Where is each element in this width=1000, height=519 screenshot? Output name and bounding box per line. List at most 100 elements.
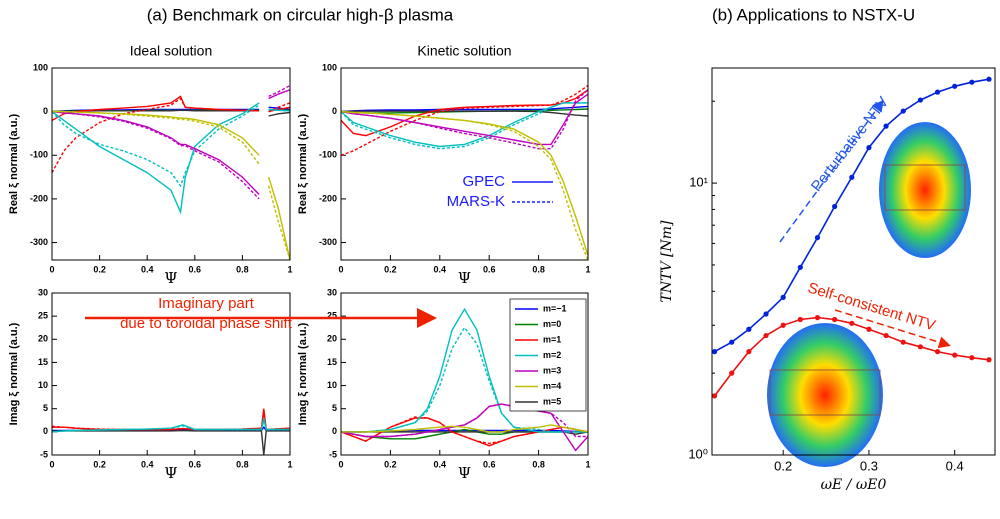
series-line bbox=[341, 102, 588, 150]
x-tick-label: 0.4 bbox=[946, 458, 964, 473]
y-axis-label: Real ξ normal (a.u.) bbox=[297, 114, 309, 215]
y-tick-label: -200 bbox=[319, 193, 337, 203]
data-point bbox=[952, 83, 958, 89]
series-line bbox=[52, 97, 290, 174]
data-point bbox=[780, 294, 786, 300]
x-tick-label: 0.8 bbox=[236, 264, 249, 274]
y-axis-label: Imag ξ normal (a.u.) bbox=[8, 322, 20, 425]
data-point bbox=[814, 235, 821, 241]
data-point bbox=[746, 326, 752, 332]
y-tick-label: 15 bbox=[38, 357, 48, 367]
axes-frame bbox=[51, 292, 291, 456]
series-line bbox=[52, 417, 290, 433]
x-tick-label: 0.8 bbox=[236, 459, 249, 469]
y-tick-label: 10⁰ bbox=[688, 446, 708, 461]
series-line bbox=[341, 403, 588, 438]
data-point bbox=[917, 97, 923, 103]
x-tick-label: 0.2 bbox=[384, 264, 397, 274]
subplot-title: Ideal solution bbox=[130, 43, 213, 59]
x-axis-label: Ψ bbox=[164, 269, 177, 287]
plot-area bbox=[712, 76, 992, 399]
x-tick-label: 0.2 bbox=[384, 459, 397, 469]
series-line bbox=[341, 110, 588, 260]
y-tick-label: 0 bbox=[43, 426, 48, 436]
y-tick-label: -100 bbox=[30, 150, 48, 160]
data-point bbox=[729, 339, 735, 345]
x-tick-label: 0.4 bbox=[434, 459, 447, 469]
y-tick-label: -100 bbox=[319, 150, 337, 160]
x-axis-label: Ψ bbox=[164, 464, 177, 482]
x-tick-label: 1 bbox=[287, 459, 292, 469]
y-tick-label: -5 bbox=[329, 449, 337, 459]
torus-image bbox=[879, 122, 971, 258]
x-tick-label: 0 bbox=[338, 264, 343, 274]
x-tick-label: 0.6 bbox=[483, 459, 496, 469]
legend-label: m=1 bbox=[543, 334, 561, 344]
y-tick-label: 25 bbox=[38, 311, 48, 321]
data-point bbox=[832, 316, 838, 323]
subplot-title: Kinetic solution bbox=[417, 43, 511, 59]
y-tick-label: 20 bbox=[38, 334, 48, 344]
axes-frame bbox=[51, 67, 291, 261]
series-line bbox=[341, 89, 588, 150]
series-line bbox=[341, 105, 588, 113]
x-tick-label: 0 bbox=[338, 459, 343, 469]
series-line bbox=[341, 416, 588, 445]
x-tick-label: 0.4 bbox=[434, 264, 447, 274]
x-tick-label: 0 bbox=[49, 264, 54, 274]
x-tick-label: 0.6 bbox=[189, 264, 202, 274]
data-point bbox=[883, 123, 889, 129]
y-tick-label: -200 bbox=[30, 193, 48, 203]
data-point bbox=[866, 326, 872, 332]
legend-label: MARS-K bbox=[447, 193, 505, 210]
legend-label: m=3 bbox=[543, 365, 561, 375]
y-tick-label: 0 bbox=[43, 106, 48, 116]
y-tick-label: 0 bbox=[332, 106, 337, 116]
annotation-arrow bbox=[779, 99, 884, 243]
x-tick-label: 0.2 bbox=[774, 458, 792, 473]
x-tick-label: 0.3 bbox=[860, 458, 878, 473]
y-tick-label: 20 bbox=[327, 334, 337, 344]
x-tick-label: 0.6 bbox=[189, 459, 202, 469]
series-line bbox=[52, 104, 290, 188]
y-tick-label: 10 bbox=[327, 380, 337, 390]
data-point bbox=[712, 393, 718, 399]
axes-frame bbox=[711, 67, 996, 456]
data-point bbox=[900, 339, 906, 345]
annotation-arrow bbox=[834, 309, 951, 349]
plot-area bbox=[341, 84, 588, 260]
legend-label: m=−1 bbox=[543, 303, 567, 313]
x-tick-label: 1 bbox=[585, 459, 590, 469]
data-point bbox=[797, 316, 803, 323]
series-line bbox=[52, 110, 290, 260]
y-tick-label: 0 bbox=[332, 426, 337, 436]
legend-label: GPEC bbox=[462, 173, 505, 190]
series-line bbox=[341, 93, 588, 146]
axes-frame bbox=[340, 67, 589, 261]
series-line bbox=[52, 84, 290, 200]
x-tick-label: 0.8 bbox=[532, 459, 545, 469]
y-tick-label: 10¹ bbox=[689, 175, 708, 190]
data-point bbox=[832, 203, 838, 210]
data-point bbox=[934, 349, 941, 355]
y-tick-label: 30 bbox=[38, 287, 48, 297]
data-point bbox=[712, 349, 718, 355]
data-point bbox=[729, 370, 735, 376]
legend-label: m=4 bbox=[543, 381, 561, 391]
data-point bbox=[780, 322, 786, 328]
plot-area bbox=[341, 307, 588, 452]
annotation: Imaginary part bbox=[158, 295, 255, 312]
data-point bbox=[797, 264, 803, 270]
data-point bbox=[849, 320, 855, 326]
y-tick-label: 5 bbox=[332, 403, 337, 413]
legend-label: m=0 bbox=[543, 319, 561, 329]
x-tick-label: 0.6 bbox=[483, 264, 496, 274]
series-line bbox=[341, 326, 588, 433]
x-axis-label: ωE / ωE0 bbox=[821, 477, 887, 493]
y-axis-label: TNTV [Nm] bbox=[659, 220, 675, 302]
series-line bbox=[52, 408, 290, 431]
y-tick-label: 100 bbox=[33, 62, 48, 72]
heading: (b) Applications to NSTX-U bbox=[712, 5, 915, 24]
data-point bbox=[952, 352, 958, 358]
